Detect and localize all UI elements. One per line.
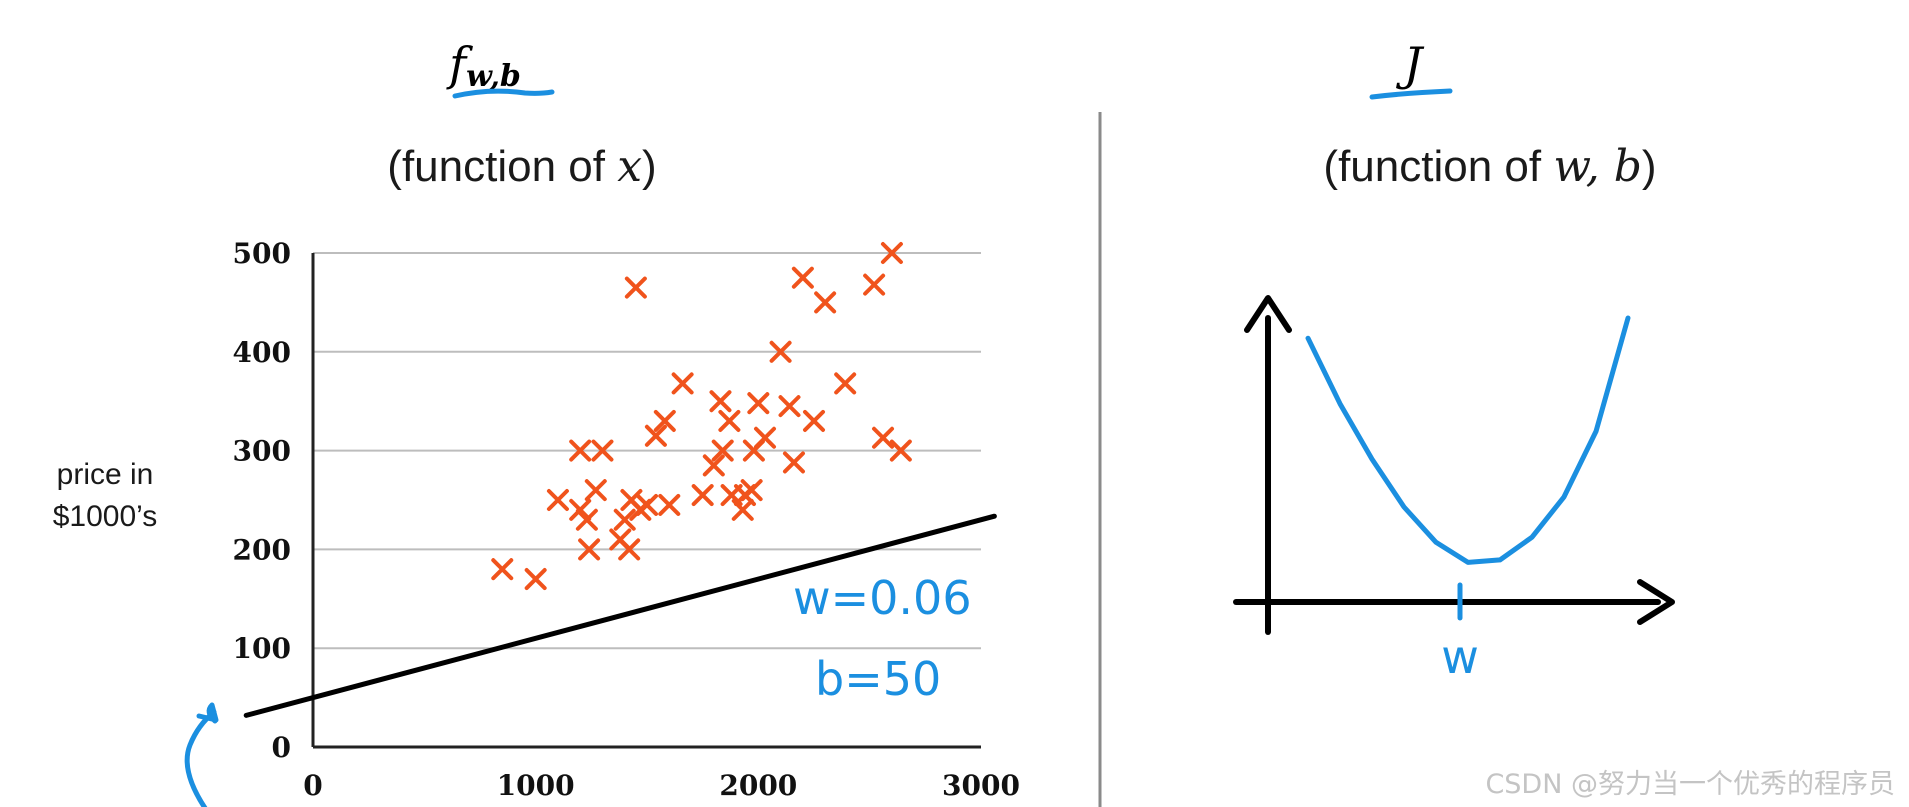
y-tick-label: 400	[233, 336, 291, 369]
scatter-point	[644, 424, 667, 447]
scatter-point	[624, 276, 647, 299]
scatter-point	[791, 266, 814, 289]
scatter-point	[671, 372, 694, 395]
scatter-points	[491, 242, 912, 591]
scatter-point	[524, 568, 547, 591]
scatter-point	[702, 454, 725, 477]
scatter-point	[569, 498, 592, 521]
x-tick-labels: 0 1000 2000 3000	[303, 769, 1020, 802]
x-tick-label: 2000	[719, 769, 797, 802]
left-subtitle-suffix: )	[642, 142, 657, 191]
scatter-point	[803, 409, 825, 432]
scatter-point	[618, 538, 641, 561]
left-subtitle-var: x	[617, 141, 642, 192]
j-axis-up-arrow-icon	[1244, 295, 1292, 333]
y-tick-label: 100	[233, 632, 291, 665]
y-axis-label-line1: price in	[57, 458, 154, 491]
right-subtitle-var: w, b	[1553, 141, 1642, 192]
right-title-underline	[1369, 88, 1453, 100]
x-tick-label: 1000	[497, 769, 575, 802]
y-tick-label: 300	[233, 435, 291, 468]
scatter-point	[718, 409, 741, 432]
right-subtitle: (function of w, b)	[1323, 141, 1656, 192]
fitted-line	[243, 513, 997, 718]
scatter-point	[584, 479, 607, 502]
scatter-point	[658, 493, 681, 516]
scatter-point	[814, 291, 837, 314]
left-subtitle: (function of x)	[387, 141, 656, 192]
scatter-point	[491, 558, 514, 581]
y-axis-label-line2: $1000’s	[53, 500, 158, 533]
right-title: J	[1396, 37, 1425, 91]
scatter-point	[653, 409, 676, 432]
w-annotation: w=0.06	[793, 571, 972, 625]
right-panel: J (function of w, b) w	[1233, 37, 1675, 684]
scatter-point	[880, 242, 903, 264]
x-tick-label: 3000	[942, 769, 1020, 802]
y-tick-label: 0	[272, 731, 291, 764]
scatter-point	[754, 426, 777, 449]
intercept-arrow-icon	[184, 709, 217, 807]
right-subtitle-prefix: (function of	[1323, 142, 1553, 191]
scatter-point	[863, 273, 886, 296]
scatter-point	[709, 390, 732, 413]
scatter-point	[872, 426, 895, 449]
b-annotation: b=50	[815, 652, 941, 706]
scatter-point	[834, 372, 857, 395]
scatter-point	[575, 508, 598, 531]
scatter-point	[769, 340, 792, 363]
scatter-point	[711, 439, 734, 462]
scatter-point	[691, 484, 714, 507]
scatter-point	[889, 439, 912, 462]
x-tick-label: 0	[303, 769, 322, 802]
scatter-point	[546, 489, 569, 511]
y-tick-label: 200	[233, 533, 291, 566]
watermark: CSDN @努力当一个优秀的程序员	[1485, 769, 1895, 800]
left-subtitle-prefix: (function of	[387, 142, 617, 191]
left-title-sub: w,b	[466, 59, 521, 94]
right-subtitle-suffix: )	[1642, 142, 1657, 191]
scatter-point	[613, 508, 636, 531]
w-axis-label: w	[1441, 630, 1479, 684]
y-tick-label: 500	[233, 237, 291, 270]
left-title: fw,b	[446, 37, 521, 94]
cost-curve	[1305, 315, 1631, 565]
scatter-point	[636, 493, 658, 516]
scatter-point	[569, 439, 592, 462]
scatter-point	[778, 395, 801, 418]
left-title-underline	[452, 88, 555, 99]
scatter-point	[740, 479, 763, 502]
intercept-arrow-head	[196, 702, 219, 724]
scatter-point	[747, 392, 770, 415]
scatter-point	[578, 538, 601, 561]
scatter-point	[591, 439, 614, 462]
left-panel: fw,b (function of x) price in $1000’s 0 1…	[53, 37, 1020, 807]
y-tick-labels: 0 100 200 300 400 500	[233, 237, 291, 764]
w-axis-right-arrow-icon	[1637, 579, 1675, 625]
scatter-point	[782, 451, 805, 474]
